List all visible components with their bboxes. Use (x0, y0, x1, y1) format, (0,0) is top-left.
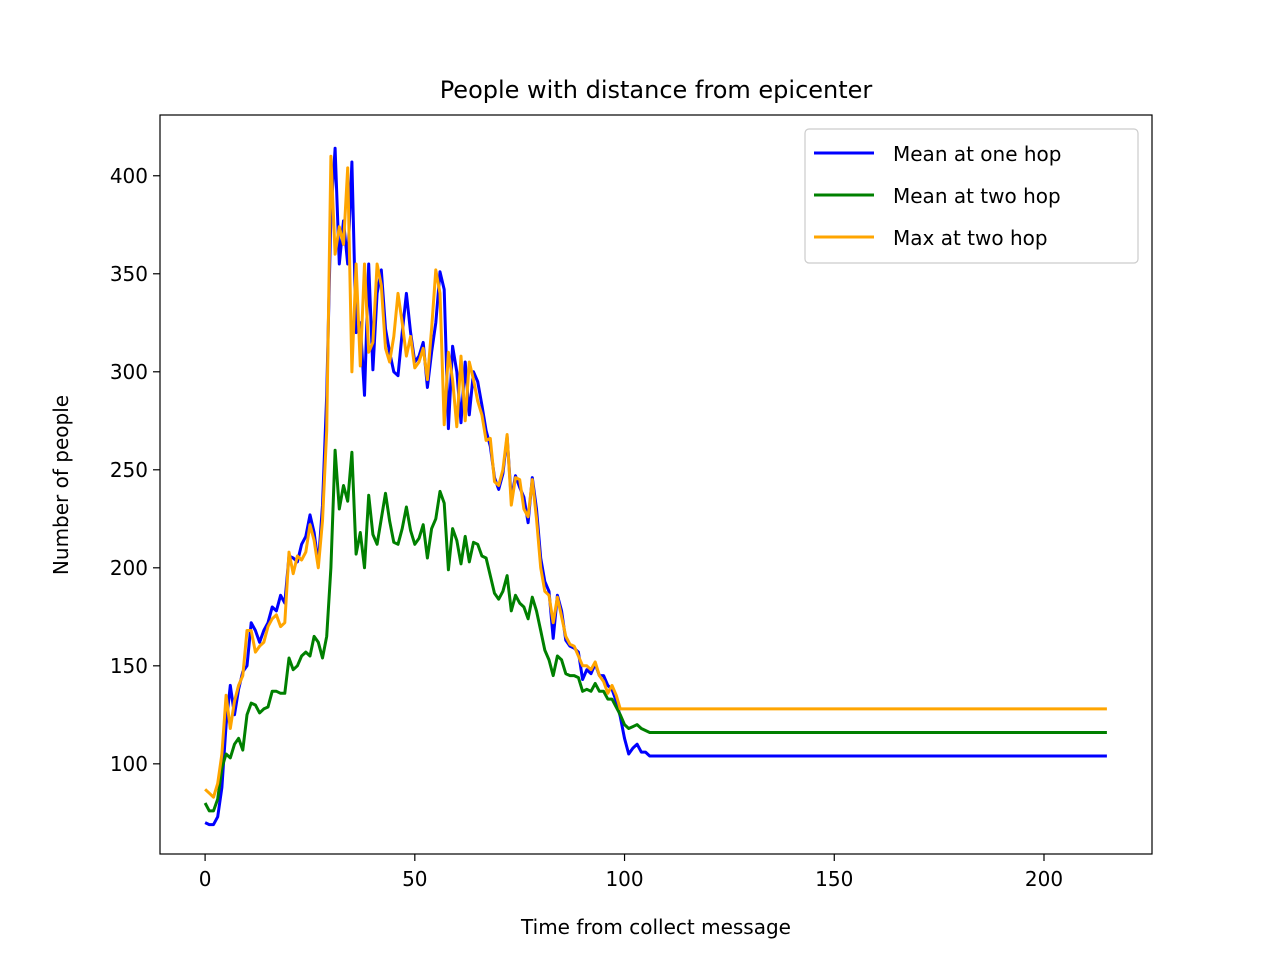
series-line-1 (203, 448, 1107, 813)
legend-label-2: Max at two hop (893, 226, 1048, 250)
legend-label-1: Mean at two hop (893, 184, 1061, 208)
y-tick-label: 250 (110, 458, 148, 482)
x-tick-label: 150 (815, 867, 853, 891)
legend: Mean at one hop Mean at two hop Max at two… (804, 128, 1139, 264)
series-layer (203, 146, 1107, 827)
legend-box (804, 128, 1139, 264)
y-axis-label: Number of people (49, 395, 73, 575)
x-tick-label: 0 (199, 867, 212, 891)
y-axis-ticks: 100 150 200 250 300 350 400 (110, 164, 160, 776)
y-tick-label: 100 (110, 752, 148, 776)
x-axis-label: Time from collect message (520, 915, 791, 939)
y-tick-label: 300 (110, 360, 148, 384)
chart-title: People with distance from epicenter (440, 76, 873, 104)
plot-area-frame (159, 114, 1153, 855)
y-tick-label: 350 (110, 262, 148, 286)
y-tick-label: 200 (110, 556, 148, 580)
legend-label-0: Mean at one hop (893, 142, 1062, 166)
x-tick-label: 200 (1025, 867, 1063, 891)
y-tick-label: 150 (110, 654, 148, 678)
y-tick-label: 400 (110, 164, 148, 188)
x-axis-ticks: 0 50 100 150 200 (199, 854, 1063, 891)
x-tick-label: 50 (402, 867, 427, 891)
x-tick-label: 100 (605, 867, 643, 891)
series-line-2 (204, 154, 1107, 799)
